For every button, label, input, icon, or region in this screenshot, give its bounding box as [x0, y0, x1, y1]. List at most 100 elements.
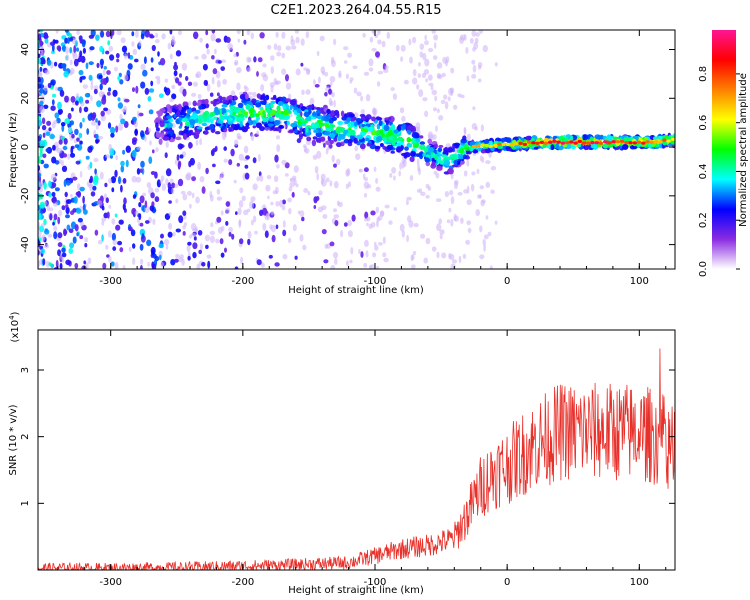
spectrogram-cell	[239, 121, 243, 128]
spectrogram-cell	[201, 122, 208, 127]
spectrogram-cell	[522, 142, 528, 146]
spectrogram-cell	[173, 114, 177, 118]
spectrogram-cell	[363, 167, 369, 173]
spectrogram-cell	[485, 181, 491, 188]
spectrogram-cell	[112, 89, 118, 97]
spectrogram-cell	[439, 233, 443, 240]
spectrogram-cell	[381, 40, 386, 48]
spectrogram-cell	[329, 180, 333, 187]
spectrogram-cell	[70, 146, 74, 155]
spectrogram-cell	[159, 254, 162, 261]
spectrogram-cell	[237, 135, 243, 140]
spectrogram-cell	[285, 82, 292, 90]
spectrogram-cell	[497, 142, 502, 146]
spectrogram-cell	[367, 126, 374, 132]
spectrogram-cell	[653, 140, 659, 144]
spectrogram-cell	[173, 64, 179, 71]
spectrogram-cell	[161, 33, 166, 40]
spectrogram-cell	[321, 229, 327, 235]
spectrogram-cell	[46, 59, 52, 66]
spectrogram-cell	[293, 165, 299, 173]
spectrogram-cell	[87, 183, 93, 188]
spectrogram-cell	[373, 109, 377, 118]
spectrogram-cell	[152, 253, 157, 259]
spectrogram-cell	[479, 225, 483, 233]
spectrogram-cell	[38, 204, 41, 212]
spectrogram-cell	[323, 143, 326, 148]
spectrogram-cell	[433, 34, 438, 41]
spectrogram-cell	[435, 153, 443, 157]
spectrogram-cell	[249, 200, 254, 209]
spectrogram-cell	[38, 212, 42, 221]
spectrogram-cell	[425, 78, 428, 83]
spectrogram-cell	[424, 58, 430, 67]
spectrogram-cell	[412, 250, 417, 256]
spectrogram-cell	[38, 42, 41, 49]
spectrogram-cell	[391, 138, 397, 145]
spectrogram-cell	[531, 141, 536, 145]
spectrogram-cell	[586, 141, 591, 145]
spectrogram-cell	[388, 220, 393, 225]
colorbar-tick-label: 0.8	[698, 66, 709, 82]
spectrogram-cell	[79, 35, 83, 44]
spectrogram-cell	[65, 46, 69, 54]
spectrogram-cell	[74, 262, 79, 269]
spectrogram-cell	[62, 153, 68, 158]
spectrogram-cell	[55, 30, 59, 34]
spectrogram-cell	[436, 72, 442, 79]
spectrogram-cell	[50, 105, 56, 111]
spectrogram-cell	[220, 66, 225, 71]
spectrogram-cell	[231, 233, 235, 240]
spectrogram-cell	[577, 139, 582, 143]
spectrogram-cell	[453, 104, 458, 110]
spectrogram-cell	[362, 128, 369, 133]
spectrogram-cell	[79, 186, 85, 192]
spectrogram-cell	[165, 244, 169, 250]
spectrogram-cell	[205, 244, 209, 249]
spectrogram-cell	[221, 125, 226, 130]
spectrogram-cell	[223, 115, 230, 120]
spectrogram-cell	[289, 181, 295, 188]
spectrogram-cell	[247, 231, 252, 239]
spectrogram-cell	[382, 236, 386, 244]
spectrogram-cell	[222, 78, 228, 85]
spectrogram-cell	[477, 194, 481, 199]
spectrogram-cell	[117, 97, 121, 102]
spectrogram-cell	[199, 243, 203, 251]
spectrogram-cell	[38, 72, 43, 77]
spectrogram-cell	[372, 252, 377, 258]
spectrogram-cell	[93, 175, 99, 182]
x-tick-label: -100	[364, 276, 387, 287]
spectrogram-cell	[112, 239, 118, 246]
spectrogram-cell	[378, 129, 384, 134]
spectrogram-cell	[283, 108, 289, 116]
spectrogram-cell	[373, 166, 377, 172]
spectrogram-cell	[69, 46, 73, 54]
spectrogram-cell	[318, 190, 323, 196]
spectrogram-cell	[83, 209, 88, 215]
spectrogram-cell	[61, 124, 65, 132]
spectrogram-cell	[172, 231, 176, 237]
spectrogram-cell	[274, 154, 279, 163]
spectrogram-cell	[199, 138, 203, 146]
spectrogram-cell	[353, 137, 358, 144]
spectrogram-cell	[160, 108, 166, 113]
spectrogram-cell	[471, 171, 476, 176]
spectrogram-cell	[582, 134, 586, 141]
spectrogram-cell	[316, 173, 320, 181]
spectrogram-cell	[316, 107, 321, 111]
x-tick-label: 0	[504, 276, 510, 287]
spectrogram-cell	[220, 225, 225, 232]
spectrogram-cell	[49, 213, 53, 221]
spectrogram-cell	[155, 132, 162, 139]
spectrogram-cell	[300, 38, 305, 46]
spectrogram-cell	[379, 143, 384, 147]
spectrogram-cell	[463, 126, 467, 134]
snr-panel: -300 -200 -100 0 100 1 2 3 Height of straight …	[8, 311, 676, 596]
spectrogram-cell	[241, 127, 248, 133]
spectrogram-cell	[320, 173, 326, 180]
spectrogram-cell	[63, 179, 67, 188]
spectrogram-cell	[325, 115, 330, 120]
spectrogram-cell	[66, 37, 70, 44]
spectrogram-cell	[192, 251, 197, 259]
